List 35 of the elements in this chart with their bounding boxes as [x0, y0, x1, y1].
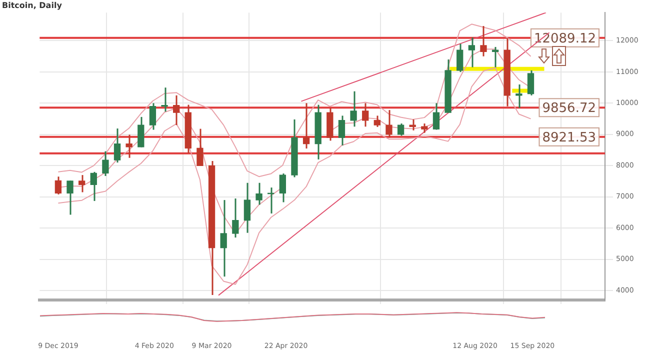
chart-title: Bitcoin, Daily: [2, 0, 63, 10]
candlestick: [66, 180, 74, 216]
candlestick: [338, 114, 346, 146]
candlestick: [409, 118, 416, 132]
candlestick: [173, 94, 180, 126]
candlestick: [362, 102, 369, 128]
candlestick: [90, 171, 97, 202]
candlestick: [527, 70, 534, 96]
candlestick: [374, 114, 380, 128]
candlestick: [220, 199, 227, 278]
candlestick: [350, 90, 357, 128]
candlestick: [279, 172, 286, 203]
candlestick: [149, 102, 156, 130]
candlestick: [244, 182, 251, 234]
candlestick: [480, 25, 487, 58]
candlestick: [114, 128, 121, 164]
candlestick: [302, 102, 310, 150]
candlestick: [138, 116, 144, 148]
ref-line-label: 9856.72: [542, 101, 596, 116]
candlestick: [54, 176, 62, 196]
candlestick: [397, 122, 404, 136]
candlestick: [78, 174, 86, 193]
candlestick: [196, 128, 204, 166]
candlestick: [432, 102, 440, 130]
candlestick: [126, 134, 132, 159]
candlestick: [102, 150, 109, 177]
candlestick: [468, 36, 476, 68]
candlestick: [232, 198, 239, 238]
candlestick: [386, 109, 392, 138]
ref-line-label: 8921.53: [542, 130, 596, 146]
candlestick: [256, 182, 262, 206]
candlestick: [516, 84, 522, 109]
candlestick: [456, 43, 464, 73]
candlestick: [161, 86, 168, 112]
candlestick: [421, 122, 428, 134]
